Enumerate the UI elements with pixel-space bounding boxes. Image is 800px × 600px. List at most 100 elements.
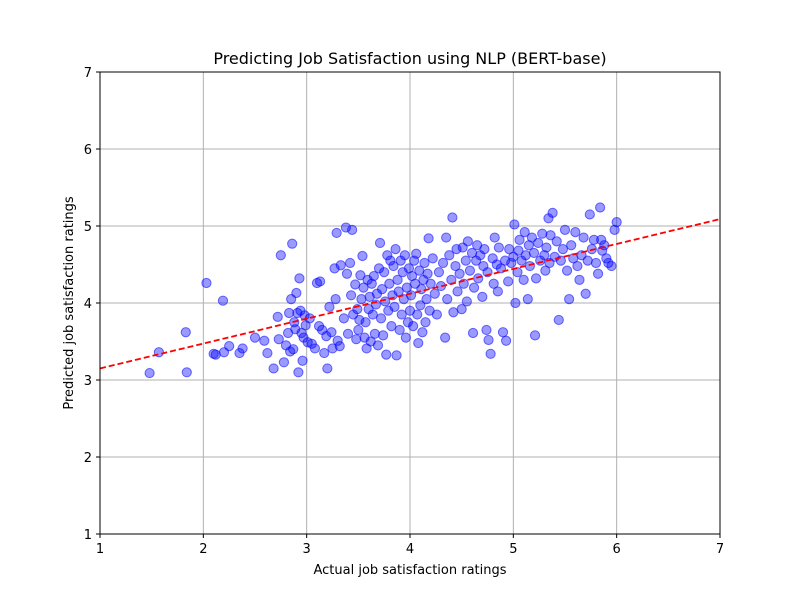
scatter-point <box>321 331 332 342</box>
fit-line-layer <box>99 218 721 370</box>
scatter-point <box>275 250 286 261</box>
scatter-point <box>518 274 529 285</box>
scatter-point <box>592 268 604 279</box>
scatter-point <box>512 267 523 278</box>
scatter-point <box>461 296 472 307</box>
scatter-point <box>468 282 480 293</box>
scatter-point <box>547 207 558 219</box>
scatter-point <box>342 328 354 339</box>
scatter-point <box>335 260 346 271</box>
scatter-point <box>479 244 490 255</box>
scatter-point <box>450 260 461 272</box>
scatter-point <box>278 357 290 368</box>
scatter-point <box>524 260 535 272</box>
scatter-point <box>351 334 362 345</box>
scatter-point <box>551 236 562 247</box>
scatter-point <box>384 278 395 289</box>
axis-ticks: 1 2 3 4 5 6 7 1 2 3 4 5 6 7 <box>84 66 724 557</box>
y-axis-label: Predicted job satisfaction ratings <box>62 196 77 410</box>
scatter-point <box>368 270 379 282</box>
scatter-point <box>473 273 484 284</box>
scatter-point <box>539 250 550 261</box>
scatter-point <box>366 278 377 289</box>
scatter-point <box>372 340 384 351</box>
scatter-point <box>596 234 607 245</box>
scatter-point <box>341 268 353 279</box>
scatter-point <box>574 274 585 285</box>
scatter-point <box>417 327 428 338</box>
scatter-point <box>431 309 442 320</box>
scatter-point <box>332 335 343 346</box>
scatter-point <box>402 317 414 328</box>
scatter-point <box>401 282 412 293</box>
scatter-point <box>329 263 340 274</box>
scatter-point <box>427 253 438 264</box>
scatter-point <box>514 234 525 245</box>
scatter-point <box>545 230 556 241</box>
x-tick-label: 5 <box>509 542 517 557</box>
scatter-point <box>201 277 212 289</box>
scatter-point <box>249 332 261 343</box>
scatter-point <box>460 255 471 266</box>
scatter-point <box>429 288 440 299</box>
scatter-point <box>564 294 575 305</box>
scatter-point <box>540 265 551 276</box>
scatter-point <box>288 344 299 355</box>
scatter-point <box>381 349 392 360</box>
scatter-point <box>422 268 433 279</box>
x-tick-label: 3 <box>303 542 311 557</box>
scatter-point <box>557 244 569 255</box>
scatter-point <box>537 228 548 239</box>
scatter-point <box>488 278 499 289</box>
x-tick-label: 1 <box>96 542 104 557</box>
scatter-point <box>383 305 394 316</box>
scatter-point <box>357 250 368 262</box>
scatter-point <box>408 321 419 332</box>
scatter-point <box>580 288 591 299</box>
scatter-point <box>533 237 544 249</box>
scatter-point <box>611 217 622 228</box>
scatter-point <box>399 250 410 261</box>
y-tick-label: 4 <box>84 297 92 312</box>
scatter-point <box>413 337 424 349</box>
scatter-point <box>483 334 494 346</box>
scatter-point <box>181 367 192 378</box>
scatter-point <box>284 307 295 319</box>
scatter-point <box>506 257 517 269</box>
scatter-point <box>346 290 357 301</box>
scatter-point <box>385 255 396 266</box>
scatter-point <box>374 237 386 249</box>
scatter-point <box>578 232 589 243</box>
scatter-point <box>503 276 514 287</box>
y-tick-label: 5 <box>84 220 92 235</box>
scatter-point <box>423 233 434 244</box>
scatter-point <box>272 311 283 322</box>
regression-line <box>99 218 721 370</box>
scatter-point <box>358 282 369 293</box>
scatter-point <box>609 224 620 235</box>
scatter-point <box>347 224 358 235</box>
scatter-point <box>344 257 356 269</box>
scatter-point <box>442 294 453 305</box>
scatter-point <box>379 267 390 278</box>
chart-title: Predicting Job Satisfaction using NLP (B… <box>213 49 606 68</box>
y-tick-label: 2 <box>84 451 92 466</box>
scatter-point <box>340 222 352 233</box>
scatter-point <box>291 287 302 299</box>
scatter-point <box>388 260 399 272</box>
scatter-point <box>441 232 452 243</box>
scatter-point <box>572 260 583 272</box>
scatter-point <box>391 350 402 361</box>
scatter-point <box>452 286 463 297</box>
x-tick-label: 4 <box>406 542 414 557</box>
scatter-point <box>510 297 521 309</box>
scatter-point <box>324 301 335 312</box>
scatter-point <box>217 295 229 306</box>
scatter-point <box>530 273 542 284</box>
scatter-point <box>566 240 577 251</box>
scatter-point <box>330 294 341 305</box>
scatter-point <box>419 257 430 269</box>
scatter-point <box>467 327 479 339</box>
